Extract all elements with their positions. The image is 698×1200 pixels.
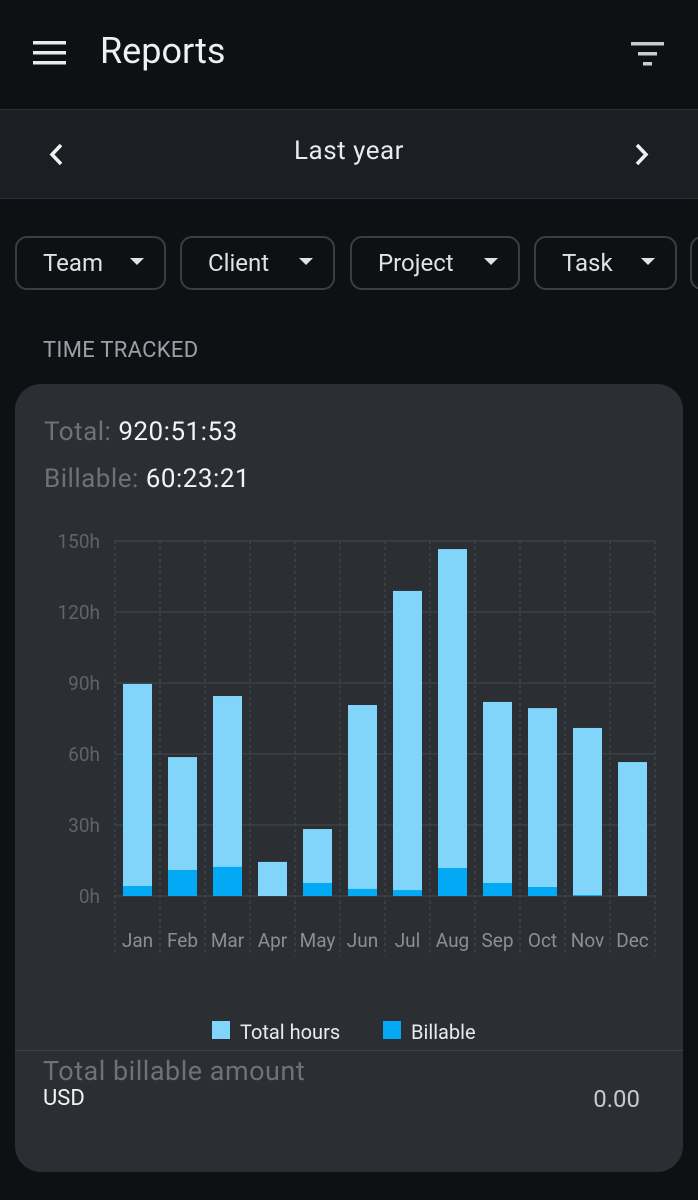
dropdown-icon bbox=[299, 258, 313, 265]
x-tick-label: Jul bbox=[395, 929, 421, 952]
bar bbox=[528, 887, 557, 896]
bar bbox=[213, 866, 242, 896]
x-tick-label: Apr bbox=[258, 929, 288, 952]
period-bar: Last year bbox=[0, 110, 698, 199]
prev-button[interactable] bbox=[48, 143, 64, 167]
bar bbox=[123, 886, 152, 896]
x-tick-label: Feb bbox=[167, 929, 198, 952]
app-bar: Reports bbox=[0, 0, 698, 110]
bar bbox=[438, 549, 467, 896]
period-label: Last year bbox=[294, 136, 404, 166]
value: 920:51:53 bbox=[118, 417, 238, 447]
y-tick-label: 90h bbox=[68, 672, 100, 695]
bar bbox=[393, 590, 422, 896]
bar bbox=[303, 882, 332, 896]
menu-icon[interactable] bbox=[33, 40, 67, 66]
value: 60:23:21 bbox=[145, 464, 251, 494]
legend-label: Billable bbox=[411, 1020, 476, 1044]
legend-swatch bbox=[383, 1021, 401, 1039]
bar bbox=[348, 705, 377, 896]
x-tick-label: May bbox=[300, 929, 336, 952]
bar bbox=[483, 882, 512, 896]
filter-label: Project bbox=[378, 249, 454, 277]
bar bbox=[573, 727, 602, 896]
next-button[interactable] bbox=[634, 143, 650, 167]
legend-label: Total hours bbox=[240, 1020, 340, 1044]
y-tick-label: 60h bbox=[68, 743, 100, 766]
bar bbox=[393, 890, 422, 896]
amount: 0.00 bbox=[593, 1085, 640, 1113]
x-tick-label: Mar bbox=[211, 929, 245, 952]
x-tick-label: Aug bbox=[436, 929, 469, 952]
bar bbox=[438, 868, 467, 896]
filter-label: Client bbox=[208, 249, 270, 277]
x-tick-label: Oct bbox=[528, 929, 557, 952]
filter-chip[interactable]: Client bbox=[180, 236, 335, 290]
divider bbox=[15, 1050, 683, 1051]
x-tick-label: Sep bbox=[481, 929, 513, 952]
label: Total: bbox=[44, 417, 112, 447]
dropdown-icon bbox=[484, 258, 498, 265]
legend-swatch bbox=[212, 1021, 230, 1039]
filter-chip[interactable]: Project bbox=[350, 236, 520, 290]
bar bbox=[618, 762, 647, 896]
dropdown-icon bbox=[130, 258, 144, 265]
bar bbox=[213, 696, 242, 896]
currency: USD bbox=[43, 1086, 85, 1111]
y-tick-label: 0h bbox=[79, 885, 100, 908]
filter-chip[interactable]: Task bbox=[534, 236, 677, 290]
y-tick-label: 120h bbox=[58, 601, 101, 624]
x-tick-label: Dec bbox=[616, 929, 649, 952]
filter-label: Team bbox=[43, 249, 103, 277]
bar bbox=[483, 701, 512, 896]
y-tick-label: 150h bbox=[58, 530, 101, 553]
chart: 0h 30h 60h 90h 120h 150h Jan Feb Mar Apr May Jun Jul… bbox=[58, 530, 656, 1044]
amount-label: Total billable amount bbox=[43, 1055, 306, 1087]
billable-row: Billable: 60:23:21 bbox=[44, 464, 250, 494]
x-tick-label: Jun bbox=[347, 929, 378, 952]
y-tick-label: 30h bbox=[68, 814, 100, 837]
filter-label: Task bbox=[562, 249, 613, 277]
section-title: TIME TRACKED bbox=[43, 338, 199, 363]
bar bbox=[573, 895, 602, 896]
x-tick-label: Nov bbox=[571, 929, 604, 952]
dropdown-icon bbox=[641, 258, 655, 265]
filter-icon[interactable] bbox=[631, 42, 665, 66]
x-tick-label: Jan bbox=[122, 929, 153, 952]
bar bbox=[258, 861, 287, 896]
bar bbox=[123, 683, 152, 896]
bar bbox=[168, 869, 197, 896]
bar bbox=[528, 708, 557, 896]
total-row: Total: 920:51:53 bbox=[44, 417, 238, 447]
page-title: Reports bbox=[100, 30, 226, 72]
filter-chip[interactable]: Team bbox=[15, 236, 166, 290]
bar bbox=[348, 888, 377, 896]
label: Billable: bbox=[44, 464, 139, 494]
